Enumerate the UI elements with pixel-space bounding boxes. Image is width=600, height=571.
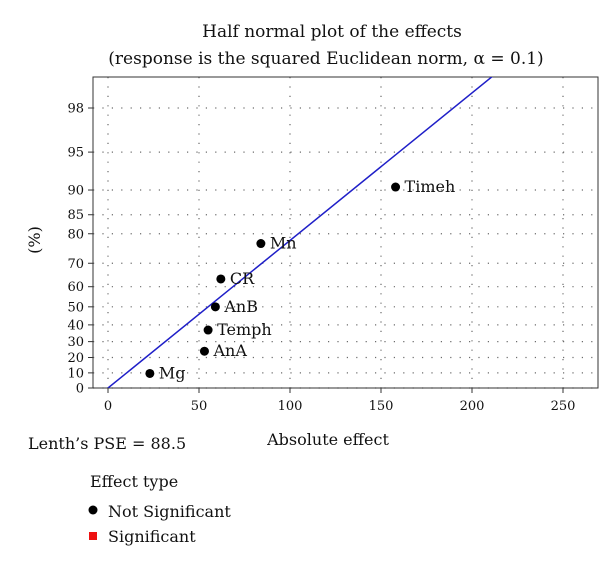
data-point bbox=[210, 302, 220, 312]
x-tick-label: 150 bbox=[369, 399, 394, 414]
y-tick-label: 90 bbox=[67, 184, 84, 199]
y-tick-label: 20 bbox=[67, 351, 84, 366]
plot-frame bbox=[92, 76, 599, 389]
chart-subtitle: (response is the squared Euclidean norm,… bbox=[108, 49, 543, 69]
y-tick-label: 30 bbox=[67, 335, 84, 350]
y-tick-label: 95 bbox=[67, 146, 84, 161]
points-layer: Mg AnA Temph AnB CR Mn Timeh bbox=[145, 177, 455, 382]
legend-title: Effect type bbox=[90, 472, 178, 491]
y-tick-label: 60 bbox=[67, 280, 84, 295]
legend: Effect type Not Significant Significant bbox=[88, 472, 231, 546]
x-tick-label: 100 bbox=[278, 399, 303, 414]
point-label: Mn bbox=[270, 234, 297, 253]
y-tick-label: 50 bbox=[67, 300, 84, 315]
legend-marker-not-significant bbox=[88, 505, 98, 515]
point-label: AnA bbox=[212, 341, 247, 360]
legend-marker-significant bbox=[89, 532, 97, 540]
point-label: CR bbox=[230, 269, 255, 288]
point-label: AnB bbox=[223, 297, 258, 316]
y-tick-label: 70 bbox=[67, 257, 84, 272]
legend-label-not-significant: Not Significant bbox=[108, 502, 231, 521]
fit-line bbox=[107, 77, 493, 388]
data-point bbox=[199, 346, 209, 356]
y-tick-label: 85 bbox=[67, 208, 84, 223]
data-point bbox=[391, 182, 401, 192]
y-tick-label: 80 bbox=[67, 227, 84, 242]
lenth-pse-annotation: Lenth’s PSE = 88.5 bbox=[28, 434, 186, 453]
grid bbox=[93, 77, 598, 389]
x-tick-label: 200 bbox=[460, 399, 485, 414]
x-tick-label: 250 bbox=[551, 399, 576, 414]
point-label: Mg bbox=[159, 363, 186, 382]
point-label: Timeh bbox=[405, 177, 456, 196]
legend-label-significant: Significant bbox=[108, 527, 196, 546]
fit-line-layer bbox=[107, 77, 493, 388]
data-point bbox=[145, 368, 155, 378]
y-tick-label: 98 bbox=[67, 102, 84, 117]
y-tick-label: 0 bbox=[76, 382, 84, 397]
data-point bbox=[203, 325, 213, 335]
y-tick-label: 40 bbox=[67, 318, 84, 333]
x-axis-title: Absolute effect bbox=[266, 430, 389, 449]
data-point bbox=[216, 274, 226, 284]
x-tick-label: 0 bbox=[104, 399, 112, 414]
y-tick-label: 10 bbox=[67, 366, 84, 381]
point-label: Temph bbox=[217, 320, 272, 339]
y-axis-title: (%) bbox=[25, 226, 44, 254]
x-tick-label: 50 bbox=[191, 399, 208, 414]
chart-title: Half normal plot of the effects bbox=[202, 22, 462, 42]
data-point bbox=[256, 239, 266, 249]
